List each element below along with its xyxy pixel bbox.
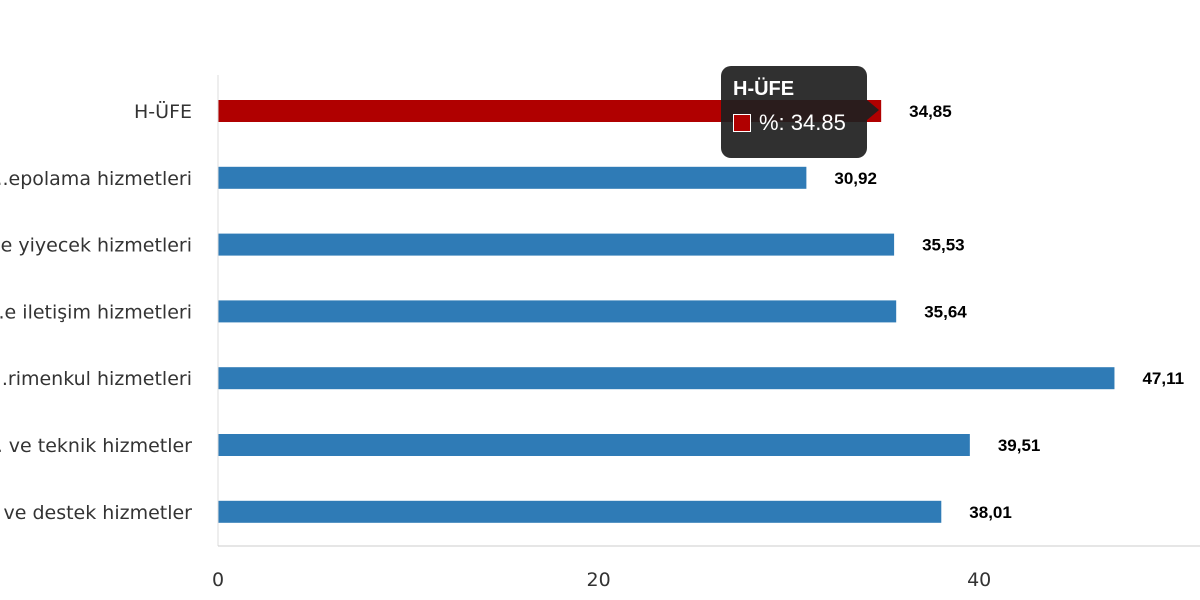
category-label-2: ...e yiyecek hizmetleri (0, 235, 192, 257)
bar-1[interactable] (218, 166, 807, 189)
category-label-5: ... ve teknik hizmetler (0, 435, 192, 457)
bar-3[interactable] (218, 300, 897, 323)
x-tick-label-1: 20 (586, 569, 610, 591)
bar-4[interactable] (218, 367, 1115, 390)
category-label-1: ...epolama hizmetleri (0, 168, 192, 190)
tooltip-arrow (867, 100, 879, 120)
x-tick-label-0: 0 (212, 569, 224, 591)
value-label-6: 38,01 (969, 503, 1012, 522)
tooltip-value: %: 34.85 (759, 110, 846, 135)
value-label-3: 35,64 (924, 302, 967, 321)
chart-tooltip: H-ÜFE %: 34.85 (721, 66, 879, 158)
tooltip-row: %: 34.85 (733, 110, 855, 136)
value-label-5: 39,51 (998, 436, 1041, 455)
value-label-0: 34,85 (909, 102, 952, 121)
tooltip-title: H-ÜFE (733, 78, 795, 100)
bar-5[interactable] (218, 434, 970, 456)
x-tick-label-2: 40 (967, 569, 991, 591)
bar-2[interactable] (218, 233, 895, 256)
category-label-4: ...rimenkul hizmetleri (0, 368, 192, 390)
value-label-4: 47,11 (1142, 369, 1184, 388)
category-label-6: ... ve destek hizmetler (0, 502, 192, 524)
bar-6[interactable] (218, 500, 942, 523)
category-label-0: H-ÜFE (134, 100, 192, 123)
tooltip-swatch (733, 114, 751, 132)
value-label-1: 30,92 (834, 169, 877, 188)
value-label-2: 35,53 (922, 236, 965, 255)
bar-0[interactable] (218, 100, 882, 122)
category-label-3: ...e iletişim hizmetleri (0, 301, 192, 323)
